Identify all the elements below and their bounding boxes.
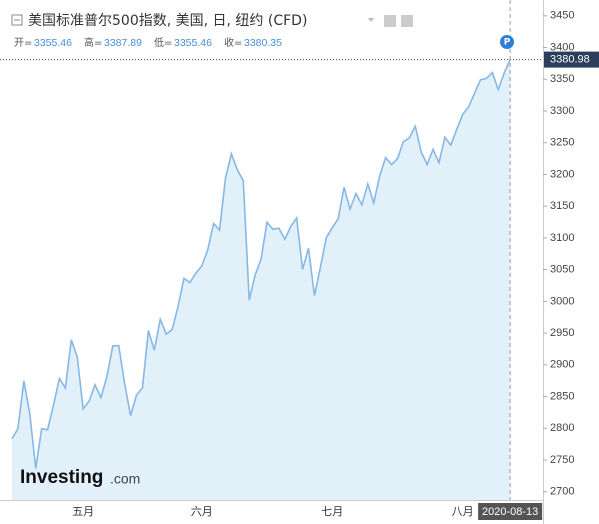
y-tick-label: 3150 <box>550 200 574 212</box>
y-tick-label: 3100 <box>550 232 574 244</box>
chart-title: 美国标准普尔500指数, 美国, 日, 纽约 (CFD) <box>28 13 307 29</box>
y-tick-label: 3350 <box>550 73 574 85</box>
y-tick-label: 3400 <box>550 41 574 53</box>
x-tick-label: 2020-08-13 <box>482 506 538 518</box>
y-tick-label: 3200 <box>550 168 574 180</box>
collapse-icon[interactable] <box>11 14 23 26</box>
ohlc-label: 低= <box>154 36 172 49</box>
ohlc-value: 3387.89 <box>104 37 142 49</box>
badge <box>500 35 514 49</box>
last-price-label: 3380.98 <box>550 53 590 65</box>
y-tick-label: 2750 <box>550 454 574 466</box>
ohlc-value: 3380.35 <box>244 37 282 49</box>
ohlc-value: 3355.46 <box>34 37 72 49</box>
x-tick-label: 五月 <box>72 505 94 518</box>
ohlc-label: 开= <box>14 38 32 49</box>
close-icon[interactable] <box>401 15 413 27</box>
y-tick-label: 2850 <box>550 390 574 402</box>
last-price-box <box>544 51 599 68</box>
y-tick-label: 2900 <box>550 359 574 371</box>
y-tick-label: 3000 <box>550 295 574 307</box>
badge-label: P <box>504 38 511 48</box>
x-tick-label: 六月 <box>191 505 213 518</box>
area <box>12 59 511 501</box>
y-tick-label: 3050 <box>550 264 574 276</box>
watermark: .com <box>110 471 140 487</box>
y-tick-label: 3250 <box>550 137 574 149</box>
y-tick-label: 3300 <box>550 105 574 117</box>
x-tick-label: 八月 <box>452 505 474 518</box>
y-tick-label: 3450 <box>550 10 574 22</box>
ohlc-value: 3355.46 <box>174 37 212 49</box>
settings-icon[interactable] <box>384 15 396 27</box>
y-tick-label: 2950 <box>550 327 574 339</box>
y-tick-label: 2800 <box>550 422 574 434</box>
ohlc-label: 收= <box>224 36 242 49</box>
dropdown-icon[interactable] <box>368 18 374 22</box>
date-label-box <box>478 503 543 520</box>
watermark: Investing <box>20 467 103 488</box>
x-tick-label: 七月 <box>321 505 343 518</box>
ohlc-label: 高= <box>84 36 102 49</box>
line <box>11 59 511 469</box>
y-tick-label: 2700 <box>550 486 574 498</box>
plot-area <box>11 59 511 501</box>
